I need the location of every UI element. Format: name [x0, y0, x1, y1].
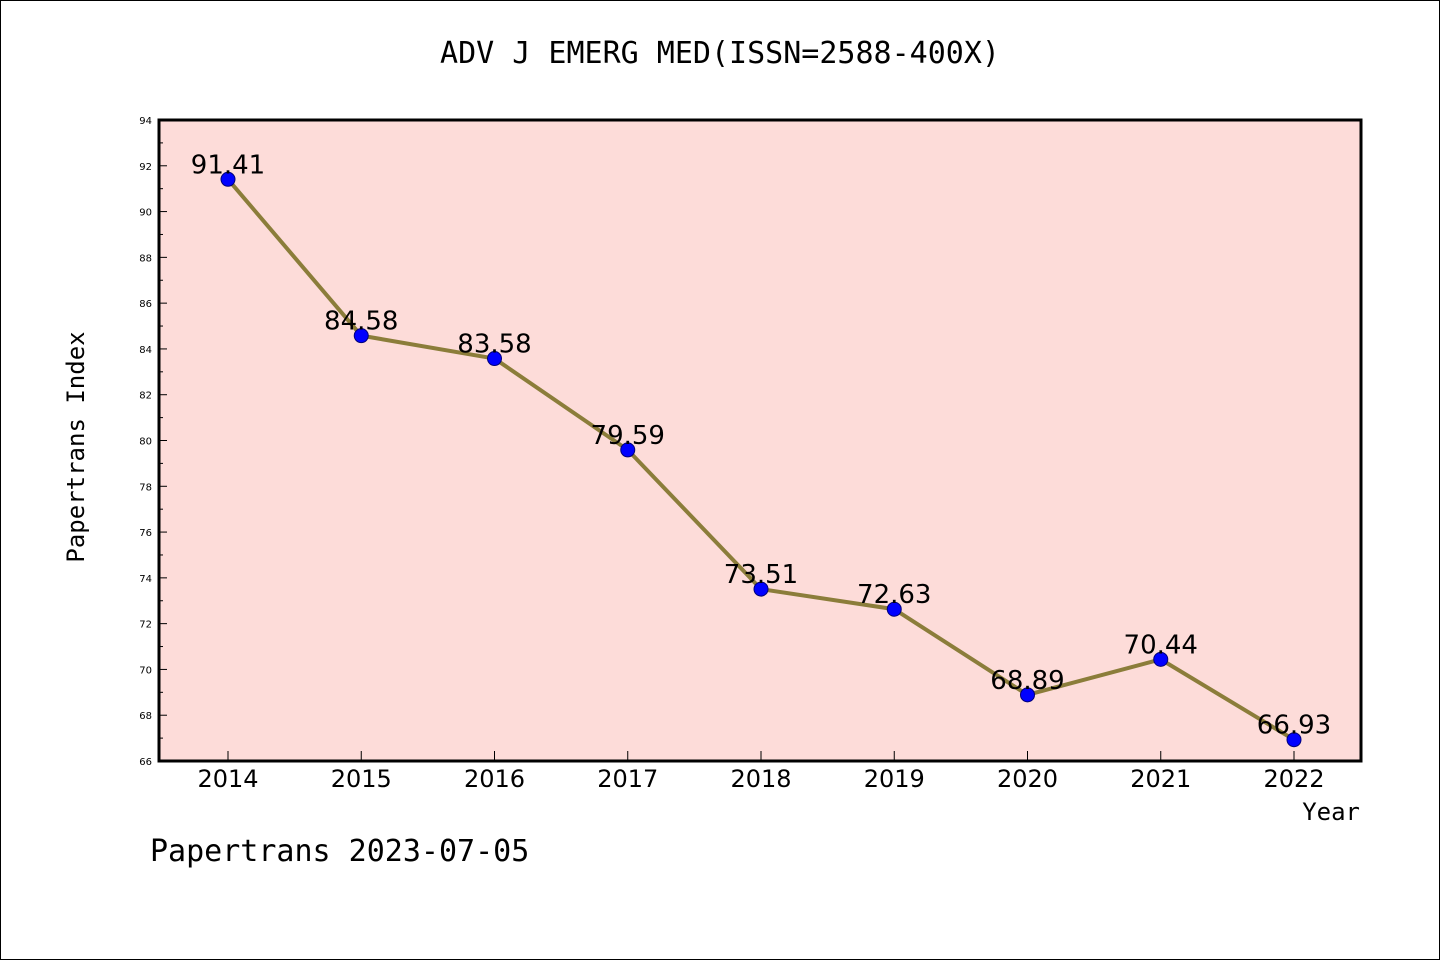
- data-point: [1153, 651, 1169, 667]
- data-point: [1020, 687, 1035, 703]
- data-label: 68.89: [990, 666, 1064, 696]
- x-tick-label: 2016: [464, 765, 525, 793]
- y-tick-label: 74: [139, 574, 152, 585]
- x-tick-label: 2014: [197, 765, 258, 793]
- y-tick-label: 78: [139, 482, 152, 493]
- data-label: 84.58: [324, 307, 398, 337]
- data-label: 73.51: [724, 560, 798, 590]
- y-tick-label: 82: [139, 391, 152, 402]
- x-tick-label: 2022: [1263, 765, 1324, 793]
- x-axis-label: Year: [1302, 798, 1360, 826]
- y-axis-label: Papertrans Index: [62, 331, 90, 562]
- data-point: [886, 601, 902, 617]
- data-point: [220, 171, 236, 187]
- y-tick-label: 86: [139, 299, 152, 310]
- plot-area: [157, 118, 1363, 763]
- data-label: 83.58: [457, 330, 531, 360]
- y-tick-label: 80: [139, 437, 152, 448]
- y-tick-label: 88: [139, 253, 152, 264]
- y-tick-label: 72: [139, 620, 152, 631]
- data-label: 66.93: [1257, 711, 1331, 741]
- y-tick-label: 94: [139, 116, 152, 127]
- x-tick-label: 2018: [730, 765, 791, 793]
- chart-title: ADV J EMERG MED(ISSN=2588-400X): [440, 36, 1000, 71]
- y-tick-label: 90: [139, 208, 152, 219]
- data-point: [1286, 732, 1302, 748]
- y-tick-label: 70: [139, 665, 152, 676]
- y-tick-label: 84: [139, 345, 152, 356]
- x-tick-label: 2021: [1130, 765, 1191, 793]
- data-point: [353, 328, 369, 344]
- y-tick-label: 76: [139, 528, 152, 539]
- data-label: 72.63: [857, 580, 931, 610]
- x-tick-label: 2019: [864, 765, 925, 793]
- y-tick-label: 68: [139, 711, 152, 722]
- data-label: 79.59: [591, 421, 665, 451]
- x-tick-label: 2017: [597, 765, 658, 793]
- x-tick-label: 2020: [997, 765, 1058, 793]
- y-tick-label: 66: [139, 757, 152, 768]
- x-tick-label: 2015: [331, 765, 392, 793]
- y-tick-label: 92: [139, 162, 152, 173]
- data-point: [620, 442, 636, 458]
- data-label: 70.44: [1124, 630, 1198, 660]
- data-point: [487, 351, 502, 367]
- footer-text: Papertrans 2023-07-05: [150, 834, 530, 869]
- data-label: 91.41: [191, 150, 265, 180]
- data-point: [753, 581, 769, 597]
